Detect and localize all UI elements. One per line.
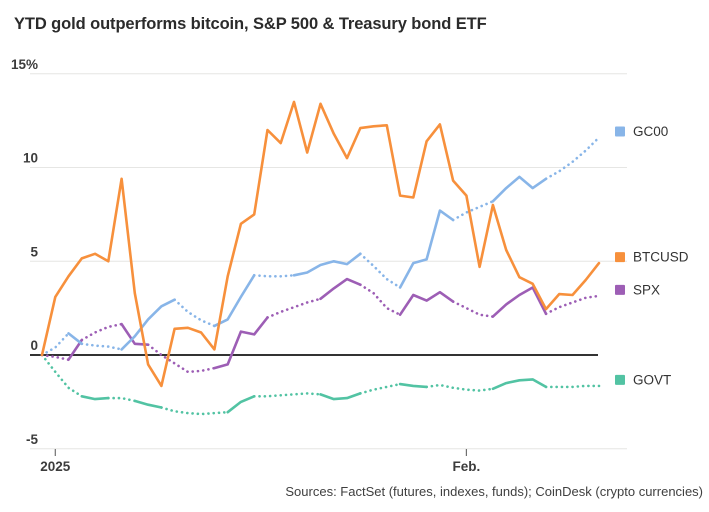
series-line-govt-dotted xyxy=(160,406,229,416)
series-line-govt-dotted xyxy=(107,396,137,403)
series-line-govt-solid xyxy=(319,392,362,401)
series-line-spx-solid xyxy=(213,316,269,370)
grid-layer: 15% 10 5 0 -5 xyxy=(11,57,627,450)
series-line-gc00-solid xyxy=(491,175,548,203)
x-axis-label: 2025 xyxy=(40,459,71,474)
series-line-gc00-solid xyxy=(67,332,84,346)
legend-label-spx: SPX xyxy=(633,282,660,297)
legend-swatch-gc00 xyxy=(615,126,625,137)
legend-label-gc00: GC00 xyxy=(633,124,668,139)
series-line-gc00-dotted xyxy=(40,332,70,357)
series-line-gc00-dotted xyxy=(358,252,402,289)
series-line-spx-dotted xyxy=(358,283,402,317)
series-line-btcusd-solid xyxy=(40,100,601,388)
series-line-spx-solid xyxy=(319,277,362,301)
y-axis-label: -5 xyxy=(26,432,38,447)
series-line-govt-solid xyxy=(80,394,110,401)
series-line-govt-dotted xyxy=(425,383,495,392)
series-line-gc00-dotted xyxy=(451,200,495,222)
series-line-spx-dotted xyxy=(80,322,123,342)
series-line-spx-dotted xyxy=(40,353,70,362)
series-line-gc00-solid xyxy=(398,209,455,289)
series-line-spx-dotted xyxy=(544,294,601,316)
series-line-spx-solid xyxy=(398,290,455,317)
legend-label-btcusd: BTCUSD xyxy=(633,250,689,265)
series-line-spx-dotted xyxy=(146,343,216,374)
series-line-gc00-solid xyxy=(120,298,176,351)
series-line-govt-dotted xyxy=(40,353,84,398)
y-axis-label: 15% xyxy=(11,57,38,72)
legend-layer: GOVT SPX GC00 BTCUSD xyxy=(615,124,689,387)
legend-swatch-spx xyxy=(615,284,625,295)
legend-label-govt: GOVT xyxy=(633,372,671,387)
series-line-gc00-dotted xyxy=(80,342,123,351)
series-line-govt-solid xyxy=(133,399,163,409)
series-line-gc00-dotted xyxy=(173,298,216,328)
legend-swatch-btcusd xyxy=(615,252,625,263)
series-line-govt-solid xyxy=(491,378,548,391)
y-axis-label: 5 xyxy=(30,244,38,259)
y-axis-label: 10 xyxy=(23,151,38,166)
chart-title: YTD gold outperforms bitcoin, S&P 500 & … xyxy=(14,15,487,33)
series-line-gc00-dotted xyxy=(252,273,296,278)
legend-item-gc00: GC00 xyxy=(615,124,668,139)
legend-item-govt: GOVT xyxy=(615,372,671,387)
series-line-gc00-dotted xyxy=(544,136,601,181)
x-axis-label: Feb. xyxy=(453,459,481,474)
series-line-govt-dotted xyxy=(358,382,402,395)
legend-item-btcusd: BTCUSD xyxy=(615,250,689,265)
series-layer xyxy=(40,100,601,416)
y-axis-label: 0 xyxy=(30,338,38,353)
series-line-govt-dotted xyxy=(544,384,601,389)
axis-layer: 2025 Feb. xyxy=(40,449,480,474)
series-line-gc00-solid xyxy=(292,252,362,277)
legend-item-spx: SPX xyxy=(615,282,660,297)
series-line-govt-solid xyxy=(226,394,256,414)
series-line-spx-solid xyxy=(491,286,548,318)
series-line-gc00-solid xyxy=(213,273,256,328)
series-line-govt-solid xyxy=(398,382,428,389)
series-line-spx-dotted xyxy=(266,297,322,319)
series-line-spx-dotted xyxy=(451,300,495,318)
legend-swatch-govt xyxy=(615,374,625,385)
series-line-govt-dotted xyxy=(252,392,322,398)
source-attribution: Sources: FactSet (futures, indexes, fund… xyxy=(285,484,703,499)
